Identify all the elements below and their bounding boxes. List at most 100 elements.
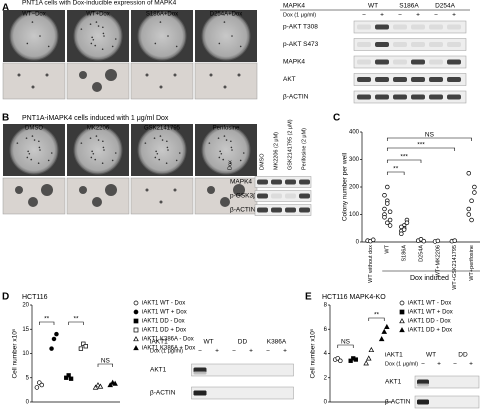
- blot-band: [299, 207, 310, 213]
- blot-band: [285, 179, 296, 185]
- blot-band: [411, 42, 425, 47]
- dox-sign: −: [421, 361, 425, 368]
- data-point: [472, 184, 477, 190]
- blot-band: [193, 371, 207, 375]
- well-label: S186A+Dox: [146, 12, 178, 18]
- blot-row-label: p-GSK3β: [230, 193, 257, 200]
- zoom-image: [194, 177, 258, 215]
- zoom-image: [66, 62, 130, 100]
- blot-band: [193, 371, 207, 375]
- blot-band: [411, 24, 425, 30]
- legend-label: iAKT1 DD - Dox: [408, 319, 451, 325]
- dox-sign: +: [249, 348, 253, 355]
- zoom-colony: [15, 186, 23, 194]
- data-point: [363, 360, 369, 366]
- data-point: [435, 238, 441, 244]
- legend-marker: [399, 318, 405, 324]
- legend-label: iAKT1 WT + Dox: [408, 310, 453, 316]
- y-tick-label: 20: [22, 303, 29, 309]
- blot-band: [411, 94, 425, 100]
- colony: [166, 146, 169, 149]
- well-label: DMSO: [25, 126, 43, 132]
- colony: [91, 36, 93, 39]
- panel-title: HCT116: [22, 294, 48, 301]
- data-point: [385, 201, 390, 206]
- colony: [178, 152, 181, 154]
- x-tick-label: WT: [385, 244, 391, 253]
- blot-strip: [353, 20, 467, 34]
- legend-marker: [133, 318, 139, 324]
- colony: [154, 42, 157, 45]
- blot-band: [375, 94, 389, 100]
- zoom-colony: [79, 71, 87, 79]
- blot-band: [375, 77, 389, 82]
- blot-row-label: AKT: [283, 76, 296, 83]
- dox-sign: +: [469, 361, 473, 368]
- data-point: [404, 220, 410, 226]
- colony: [239, 159, 242, 162]
- colony: [167, 35, 169, 37]
- x-tick-label: WT without dox: [368, 245, 374, 283]
- zoom-image: [66, 177, 130, 215]
- significance-bracket: [368, 317, 385, 321]
- dox-sign: +: [215, 348, 219, 355]
- blot-header: iAKT1: [385, 352, 403, 359]
- legend-label: iAKT1 WT - Dox: [408, 301, 451, 307]
- colony: [94, 44, 97, 47]
- lane-label: GSK2141795 (2 μM): [287, 119, 293, 170]
- colony: [242, 152, 245, 154]
- data-point: [385, 184, 390, 190]
- colony: [39, 149, 41, 151]
- colony: [90, 156, 93, 159]
- y-tick-label: 100: [349, 212, 360, 218]
- dox-sign: −: [266, 348, 270, 355]
- data-point: [466, 212, 472, 217]
- colony: [218, 42, 221, 45]
- blot-row-label: p-AKT S473: [283, 41, 319, 48]
- blot-strip: [353, 55, 467, 69]
- blot-dox-label: Dox (1 μg/ml): [283, 12, 316, 18]
- well: [73, 125, 123, 175]
- blot-band: [257, 179, 268, 185]
- colony: [229, 162, 232, 165]
- significance-label: NS: [425, 132, 435, 139]
- zoom-colony: [223, 85, 227, 89]
- blot-band: [193, 371, 207, 375]
- data-point: [387, 223, 393, 228]
- colony: [47, 45, 50, 48]
- well-label: Perifosine: [213, 126, 240, 132]
- colony: [154, 156, 157, 159]
- blot-strip: [353, 90, 467, 104]
- significance-label: ***: [417, 142, 425, 149]
- blot-band: [447, 59, 461, 65]
- lane-label: DMSO: [259, 153, 265, 170]
- blot-band: [429, 77, 443, 82]
- blot-band: [429, 94, 443, 100]
- significance-bracket: [68, 321, 84, 325]
- panel-title: PNT1A cells with Dox-inducible expressio…: [22, 0, 177, 7]
- data-point: [382, 206, 387, 212]
- data-point: [66, 373, 71, 378]
- colony: [28, 152, 31, 155]
- dox-sign: −: [232, 348, 236, 355]
- data-point: [348, 358, 353, 363]
- legend-marker: [133, 309, 139, 315]
- significance-label: **: [374, 312, 380, 319]
- colony: [230, 140, 232, 143]
- significance-label: NS: [341, 339, 351, 346]
- zoom-colony: [233, 184, 245, 196]
- blot-strip: [353, 73, 467, 86]
- significance-label: NS: [101, 358, 111, 365]
- blot-band: [417, 383, 429, 387]
- blot-band: [299, 179, 310, 185]
- y-tick-label: 0: [324, 400, 328, 406]
- data-point: [353, 357, 358, 362]
- legend-label: iAKT1 DD + Dox: [408, 328, 452, 334]
- colony: [208, 142, 211, 144]
- blot-band: [285, 207, 296, 213]
- blot-group: DD: [458, 352, 468, 359]
- dox-sign: +: [380, 12, 384, 19]
- blot-strip: [191, 363, 294, 377]
- zoom-colony: [145, 188, 149, 192]
